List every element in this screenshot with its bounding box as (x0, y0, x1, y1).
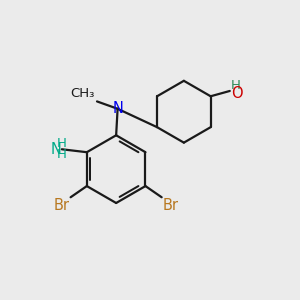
Text: H: H (231, 79, 241, 92)
Text: O: O (231, 86, 243, 101)
Text: N: N (51, 142, 62, 157)
Text: H: H (57, 137, 67, 151)
Text: CH₃: CH₃ (70, 87, 94, 100)
Text: H: H (57, 148, 67, 161)
Text: Br: Br (53, 198, 69, 213)
Text: Br: Br (163, 198, 179, 213)
Text: N: N (112, 101, 123, 116)
